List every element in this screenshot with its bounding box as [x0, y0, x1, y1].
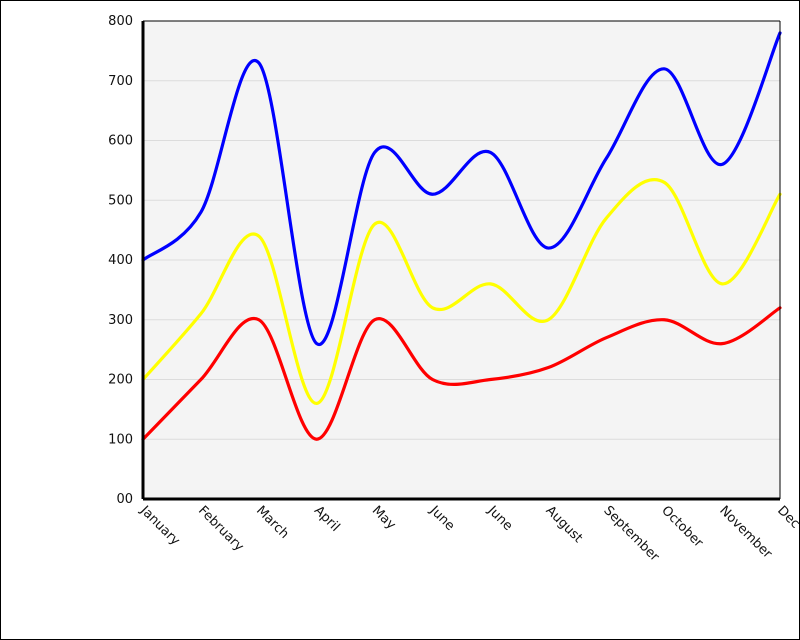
x-tick-label: January: [136, 503, 182, 549]
y-tick-label: 00: [116, 492, 133, 507]
x-tick-label: November: [716, 503, 775, 562]
x-axis-tick-labels: January February March April May June June Augu…: [136, 503, 800, 566]
y-tick-label: 400: [108, 253, 133, 268]
x-tick-label: March: [253, 503, 292, 542]
y-tick-label: 300: [108, 313, 133, 328]
series-line-3: [141, 31, 782, 346]
x-tick-label: October: [658, 503, 706, 551]
x-tick-label: Dec: [774, 503, 800, 531]
x-tick-label: June: [484, 503, 515, 534]
x-tick-label: February: [195, 503, 247, 555]
y-tick-label: 600: [108, 134, 133, 149]
y-tick-label: 500: [108, 193, 133, 208]
y-tick-label: 800: [108, 14, 133, 29]
x-tick-label: May: [369, 503, 399, 533]
axes: [141, 20, 781, 501]
series-lines: [141, 31, 782, 441]
x-tick-label: September: [600, 503, 662, 565]
y-tick-label: 700: [108, 74, 133, 89]
y-tick-label: 200: [108, 373, 133, 388]
x-tick-label: August: [543, 503, 586, 546]
y-axis-tick-labels: 00 100 200 300 400 500 600 700 800: [108, 14, 133, 507]
x-tick-label: June: [426, 503, 457, 534]
series-line-1: [141, 306, 782, 441]
series-line-2: [141, 178, 782, 405]
y-tick-label: 100: [108, 432, 133, 447]
x-tick-label: April: [311, 503, 343, 535]
